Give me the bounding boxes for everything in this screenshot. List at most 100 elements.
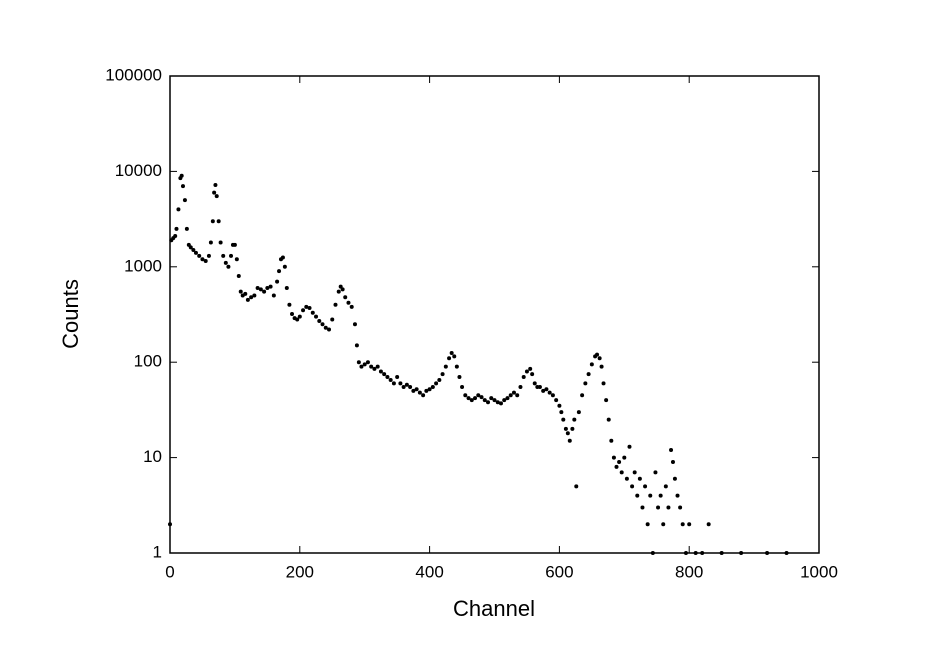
data-point: [619, 470, 624, 475]
data-point: [277, 269, 282, 274]
data-point: [411, 388, 416, 393]
data-point: [333, 302, 338, 307]
data-point: [486, 400, 491, 405]
data-point: [663, 484, 668, 489]
data-point: [611, 455, 616, 460]
data-point: [656, 505, 661, 510]
data-point: [645, 522, 650, 527]
data-point: [498, 401, 503, 406]
data-point: [505, 396, 510, 401]
data-point: [297, 314, 302, 319]
data-point: [557, 403, 562, 408]
data-point: [680, 522, 685, 527]
data-point: [524, 369, 529, 374]
data-point: [287, 302, 292, 307]
data-point: [265, 285, 270, 290]
data-point: [784, 551, 789, 555]
data-point: [323, 325, 328, 330]
data-point: [454, 364, 459, 369]
data-point: [561, 417, 566, 422]
data-point: [586, 372, 591, 377]
data-point: [570, 426, 575, 431]
data-point: [719, 551, 724, 555]
data-point: [188, 245, 193, 250]
data-point: [518, 384, 523, 389]
data-point: [236, 274, 241, 279]
data-point: [452, 354, 457, 359]
data-point: [661, 522, 666, 527]
data-point: [262, 289, 267, 294]
y-tick-label: 1000: [124, 256, 162, 275]
x-tick-label: 600: [545, 562, 573, 581]
data-point: [440, 372, 445, 377]
data-point: [739, 551, 744, 555]
data-point: [310, 310, 315, 315]
data-point: [369, 364, 374, 369]
data-point: [473, 396, 478, 401]
data-point: [683, 551, 688, 555]
plot-frame: [169, 75, 820, 554]
data-point: [191, 248, 196, 253]
data-point: [395, 374, 400, 379]
data-point: [245, 297, 250, 302]
data-point: [648, 493, 653, 498]
data-point: [572, 417, 577, 422]
data-point: [489, 396, 494, 401]
data-point: [213, 183, 218, 188]
data-point: [576, 410, 581, 415]
data-point: [700, 551, 705, 555]
data-point: [653, 470, 658, 475]
data-point: [398, 381, 403, 386]
data-point: [427, 387, 432, 392]
data-point: [617, 459, 622, 464]
data-point: [706, 522, 711, 527]
data-point: [317, 319, 322, 324]
data-point: [614, 464, 619, 469]
data-point: [327, 327, 332, 332]
data-point: [479, 395, 484, 400]
data-point: [589, 362, 594, 367]
y-tick-label: 100: [134, 352, 162, 371]
data-point: [212, 190, 217, 195]
y-tick-label: 100000: [105, 65, 162, 84]
data-point: [502, 398, 507, 403]
data-point: [180, 184, 185, 189]
data-point: [541, 388, 546, 393]
data-point: [352, 322, 357, 327]
data-point: [401, 384, 406, 389]
data-point: [301, 308, 306, 313]
data-point: [457, 374, 462, 379]
data-point: [511, 390, 516, 395]
data-point: [492, 398, 497, 403]
data-point: [632, 470, 637, 475]
data-point: [226, 264, 231, 269]
data-point: [424, 388, 429, 393]
data-point: [197, 253, 202, 258]
data-point: [343, 295, 348, 300]
data-point: [599, 364, 604, 369]
data-point: [650, 551, 655, 555]
data-point: [550, 393, 555, 398]
data-point: [193, 250, 198, 255]
data-point: [356, 360, 361, 365]
data-point: [354, 343, 359, 348]
data-point: [530, 372, 535, 377]
data-point: [255, 285, 260, 290]
data-point: [678, 505, 683, 510]
data-point: [388, 378, 393, 383]
data-point: [687, 522, 692, 527]
data-point: [340, 287, 345, 292]
data-point: [338, 284, 343, 289]
data-point: [449, 350, 454, 355]
data-point: [567, 438, 572, 443]
data-point: [666, 505, 671, 510]
data-point: [290, 312, 295, 317]
data-point: [179, 173, 184, 178]
data-point: [669, 448, 674, 453]
data-point: [229, 253, 234, 258]
data-point: [349, 304, 354, 309]
data-point: [515, 393, 520, 398]
data-point: [221, 253, 226, 258]
y-tick-label: 10: [143, 447, 162, 466]
data-point: [216, 219, 221, 224]
